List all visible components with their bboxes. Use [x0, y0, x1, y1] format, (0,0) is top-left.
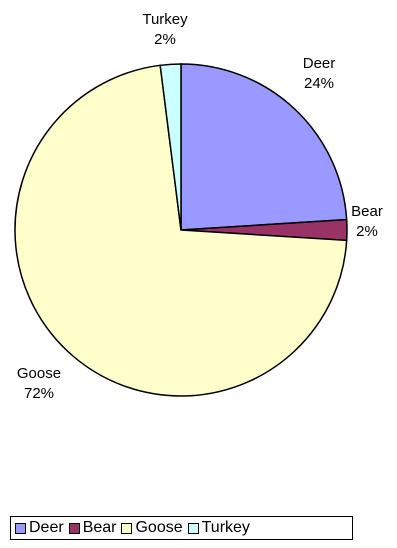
slice-label-name-bear: Bear	[351, 203, 383, 220]
legend-swatch-deer	[15, 522, 26, 534]
legend-label-bear: Bear	[82, 519, 117, 536]
pie-slices	[14, 63, 348, 397]
legend-label-deer: Deer	[29, 519, 64, 536]
slice-label-name-goose: Goose	[17, 365, 61, 382]
legend-label-turkey: Turkey	[201, 519, 250, 536]
pie-labels: Deer 24% Bear 2% Goose 72% Turkey 2%	[17, 11, 383, 402]
pie-slice-goose	[14, 64, 348, 397]
legend-item-goose: Goose	[121, 519, 183, 536]
slice-label-value-bear: 2%	[356, 223, 378, 240]
legend: Deer Bear Goose Turkey	[10, 516, 353, 540]
legend-item-bear: Bear	[68, 519, 117, 536]
legend-swatch-goose	[121, 522, 133, 534]
slice-label-name-deer: Deer	[303, 55, 336, 72]
slice-label-value-deer: 24%	[304, 75, 334, 92]
legend-swatch-turkey	[187, 522, 199, 534]
slice-label-value-turkey: 2%	[154, 31, 176, 48]
legend-label-goose: Goose	[135, 519, 183, 536]
slice-label-value-goose: 72%	[24, 385, 54, 402]
pie-slice-deer	[180, 63, 348, 231]
legend-item-turkey: Turkey	[187, 519, 250, 536]
legend-item-deer: Deer	[15, 520, 64, 536]
pie-slice-turkey	[159, 63, 182, 231]
slice-label-name-turkey: Turkey	[142, 11, 188, 28]
legend-swatch-bear	[68, 522, 80, 534]
